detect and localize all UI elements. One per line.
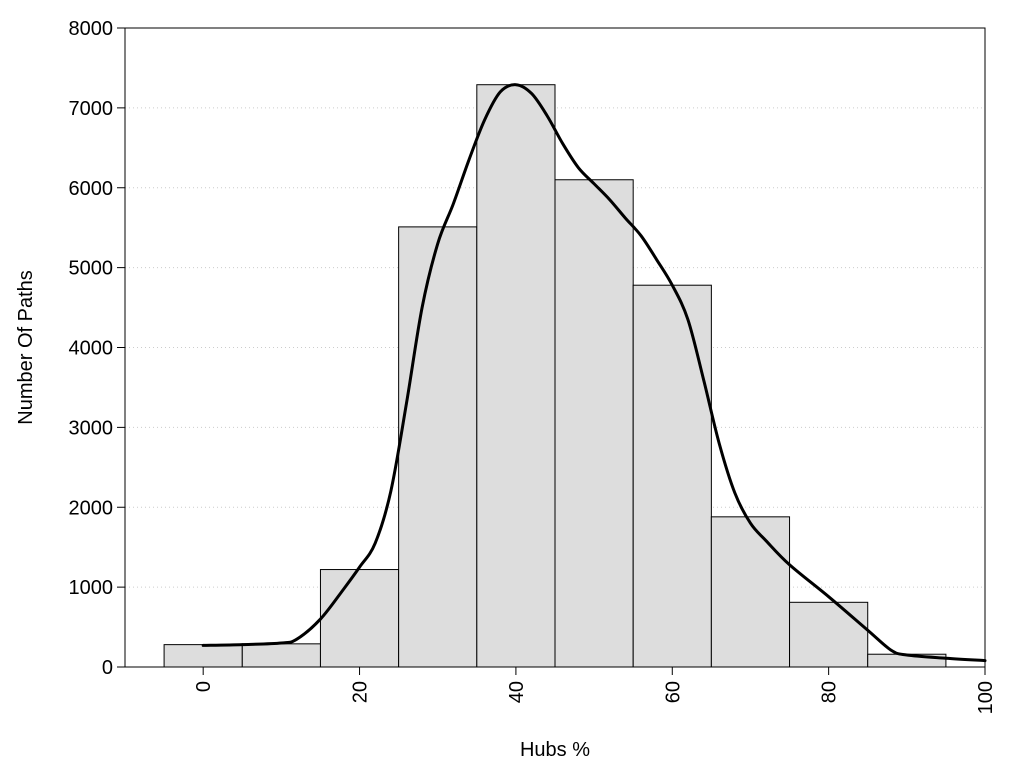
x-tick-label: 0	[193, 681, 215, 692]
histogram-bar	[476, 84, 556, 668]
histogram-bar	[554, 179, 634, 668]
y-tick-label: 6000	[69, 178, 114, 200]
x-tick-label: 100	[975, 681, 997, 714]
y-tick-label: 3000	[69, 417, 114, 439]
y-axis-label: Number Of Paths	[15, 270, 37, 425]
y-tick-label: 4000	[69, 338, 114, 360]
bars	[163, 84, 947, 668]
x-axis-label: Hubs %	[520, 739, 590, 761]
x-axis-ticks: 0 20 40 60 80 100	[193, 667, 997, 714]
x-tick-label: 80	[819, 681, 841, 703]
y-tick-label: 8000	[69, 18, 114, 40]
histogram-bar	[789, 601, 869, 668]
x-tick-label: 60	[662, 681, 684, 703]
x-tick-label: 40	[506, 681, 528, 703]
y-tick-label: 7000	[69, 98, 114, 120]
histogram-bar	[163, 644, 243, 668]
y-tick-label: 1000	[69, 577, 114, 599]
histogram-bar	[632, 284, 712, 668]
y-tick-label: 2000	[69, 497, 114, 519]
grid-lines	[125, 107, 985, 588]
histogram-bar	[710, 516, 791, 668]
histogram-bar	[319, 569, 400, 668]
y-tick-label: 5000	[69, 258, 114, 280]
density-curve	[201, 83, 987, 663]
y-tick-label: 0	[102, 657, 113, 679]
histogram-bar	[398, 226, 478, 668]
x-tick-label: 20	[350, 681, 372, 703]
histogram-bar	[241, 643, 321, 668]
y-axis-ticks: 0 1000 2000 3000 4000 5000 6000 7000 8000	[69, 18, 125, 679]
